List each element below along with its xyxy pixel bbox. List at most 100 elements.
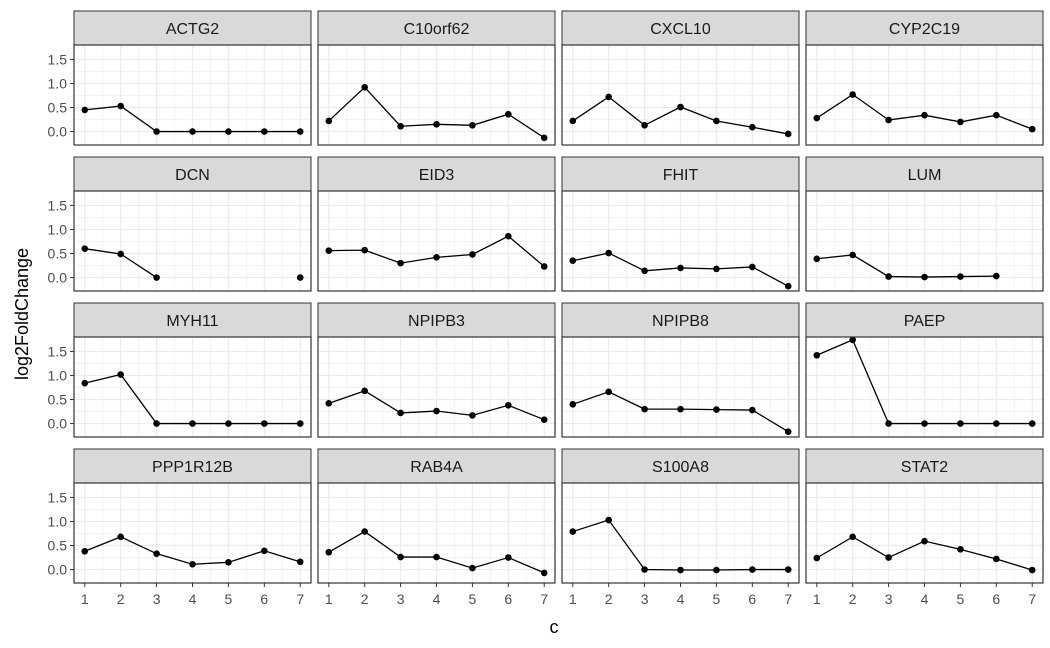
data-point	[784, 428, 792, 436]
data-point	[433, 121, 440, 128]
facet-panel: CYP2C19	[805, 10, 1044, 146]
panel-border	[561, 336, 800, 438]
data-point	[749, 123, 756, 131]
data-point	[361, 387, 368, 395]
data-point	[540, 416, 548, 423]
data-point	[849, 336, 856, 344]
data-point	[605, 93, 612, 101]
y-tick-label: 1.5	[48, 51, 68, 67]
data-point	[641, 121, 648, 129]
y-tick-label: 1.5	[48, 343, 68, 359]
data-point	[81, 547, 89, 555]
data-point	[569, 528, 577, 535]
data-point	[325, 117, 333, 125]
facet-panel: NPIPB3	[317, 302, 556, 438]
data-point	[261, 128, 268, 135]
data-point	[117, 533, 124, 541]
x-tick-label: 3	[153, 591, 161, 607]
data-point	[749, 566, 756, 573]
data-point	[677, 566, 684, 574]
facet-strip	[317, 448, 556, 484]
data-point	[993, 555, 1000, 563]
data-point	[813, 114, 821, 122]
data-point	[713, 566, 720, 574]
facet-panel: STAT2 1 2 3 4 5 6 7	[805, 448, 1044, 607]
data-point	[885, 420, 892, 427]
data-point	[1028, 566, 1036, 574]
data-point	[540, 569, 548, 577]
data-point	[569, 117, 577, 125]
x-tick-label: 5	[957, 591, 965, 607]
facet-strip-label: STAT2	[901, 459, 949, 476]
x-tick-label: 1	[813, 591, 821, 607]
facet-strip	[805, 10, 1044, 46]
data-point	[153, 128, 160, 135]
x-tick-label: 4	[433, 591, 441, 607]
data-point	[784, 130, 792, 138]
data-point	[117, 102, 124, 110]
data-point	[641, 566, 648, 573]
data-point	[153, 274, 160, 281]
data-point	[361, 246, 368, 254]
panel-border	[317, 44, 556, 146]
data-point	[641, 405, 648, 413]
data-point	[261, 420, 268, 427]
y-tick-label: 0.0	[48, 416, 68, 432]
x-tick-label: 3	[397, 591, 405, 607]
data-point	[784, 282, 792, 290]
y-axis-title: log2FoldChange	[12, 248, 32, 380]
x-tick-label: 6	[260, 591, 268, 607]
data-point	[921, 537, 928, 545]
x-tick-label: 1	[569, 591, 577, 607]
facet-strip-label: PPP1R12B	[152, 459, 233, 476]
facet-panel: S100A8 1 2 3 4 5 6 7	[561, 448, 800, 607]
y-tick-label: 0.0	[48, 124, 68, 140]
data-point	[189, 128, 196, 135]
facet-panel: RAB4A 1 2 3 4 5 6 7	[317, 448, 556, 607]
data-point	[713, 265, 720, 273]
facet-strip-label: NPIPB8	[652, 313, 709, 330]
facet-panel: PAEP	[805, 302, 1044, 438]
facet-strip-label: PAEP	[904, 313, 946, 330]
facet-strip	[317, 302, 556, 338]
x-tick-label: 7	[540, 591, 548, 607]
panel-border	[805, 44, 1044, 146]
facet-strip	[73, 156, 312, 192]
data-point	[569, 401, 577, 408]
panel-border	[317, 190, 556, 292]
data-point	[225, 559, 232, 566]
data-point	[921, 273, 928, 281]
data-point	[325, 247, 333, 254]
x-tick-label: 5	[469, 591, 477, 607]
data-point	[361, 84, 368, 91]
data-point	[81, 245, 89, 252]
data-point	[677, 103, 684, 111]
data-point	[957, 546, 964, 553]
data-point	[505, 554, 512, 561]
panel-border	[73, 336, 312, 438]
x-tick-label: 5	[713, 591, 721, 607]
y-tick-label: 1.0	[48, 513, 68, 529]
facet-strip-label: CXCL10	[650, 21, 711, 38]
data-point	[540, 263, 548, 270]
facet-panels: ACTG2 0.0 0.5 1.0 1.5 C10orf62 CXCL10 CYP2C19 DC…	[48, 10, 1044, 607]
x-tick-label: 1	[325, 591, 333, 607]
y-tick-label: 1.5	[48, 489, 68, 505]
data-point	[361, 528, 368, 535]
data-point	[296, 274, 304, 281]
facet-strip-label: ACTG2	[166, 21, 219, 38]
facet-panel: C10orf62	[317, 10, 556, 146]
data-point	[784, 566, 792, 573]
facet-strip	[317, 156, 556, 192]
data-point	[117, 371, 124, 378]
data-point	[605, 249, 612, 257]
facet-panel: EID3	[317, 156, 556, 292]
y-tick-label: 0.0	[48, 270, 68, 286]
data-point	[713, 117, 720, 125]
data-point	[117, 250, 124, 258]
x-tick-label: 6	[504, 591, 512, 607]
facet-strip-label: CYP2C19	[889, 21, 960, 38]
facet-strip	[561, 302, 800, 338]
facet-strip	[73, 302, 312, 338]
data-point	[81, 106, 89, 114]
